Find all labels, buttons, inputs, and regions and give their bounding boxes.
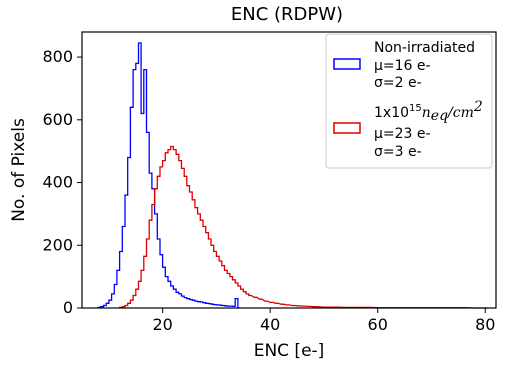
legend-label-non-irradiated: Non-irradiated [374, 40, 475, 56]
legend-swatch-non-irradiated [333, 58, 361, 70]
x-axis-label: ENC [e-] [254, 341, 325, 361]
legend-sigma-irradiated: σ=3 e- [374, 144, 422, 160]
legend-box [325, 33, 493, 169]
y-tick-label: 800 [42, 47, 73, 66]
x-tick-label: 60 [368, 315, 388, 334]
histogram-series-1 [97, 42, 241, 309]
legend-label-sub: eq [431, 108, 448, 124]
x-tick-label: 20 [152, 315, 172, 334]
legend-sigma-non-irradiated: σ=2 e- [374, 75, 422, 91]
legend-label-n: n [422, 105, 431, 121]
y-tick-label: 400 [42, 173, 73, 192]
y-tick-label: 200 [42, 235, 73, 254]
legend-mu-irradiated: μ=23 e- [374, 126, 431, 142]
legend-label-irradiated: 1x1015neq/cm2 [374, 99, 483, 124]
legend-label-exp2: 2 [473, 99, 483, 115]
y-axis-label: No. of Pixels [9, 118, 29, 222]
y-tick-label: 600 [42, 110, 73, 129]
legend-swatch-irradiated [333, 122, 361, 134]
legend-mu-non-irradiated: μ=16 e- [374, 58, 431, 74]
legend: Non-irradiated μ=16 e- σ=2 e- 1x1015neq/… [325, 33, 493, 169]
chart-title: ENC (RDPW) [231, 4, 343, 25]
plot-frame [81, 31, 497, 309]
y-tick-label: 0 [63, 298, 73, 317]
x-tick-label: 40 [260, 315, 280, 334]
legend-label-exp: 15 [409, 103, 422, 114]
legend-label-base: 1x10 [374, 105, 409, 121]
x-tick-label: 80 [475, 315, 495, 334]
legend-label-rest: /cm [446, 105, 474, 121]
